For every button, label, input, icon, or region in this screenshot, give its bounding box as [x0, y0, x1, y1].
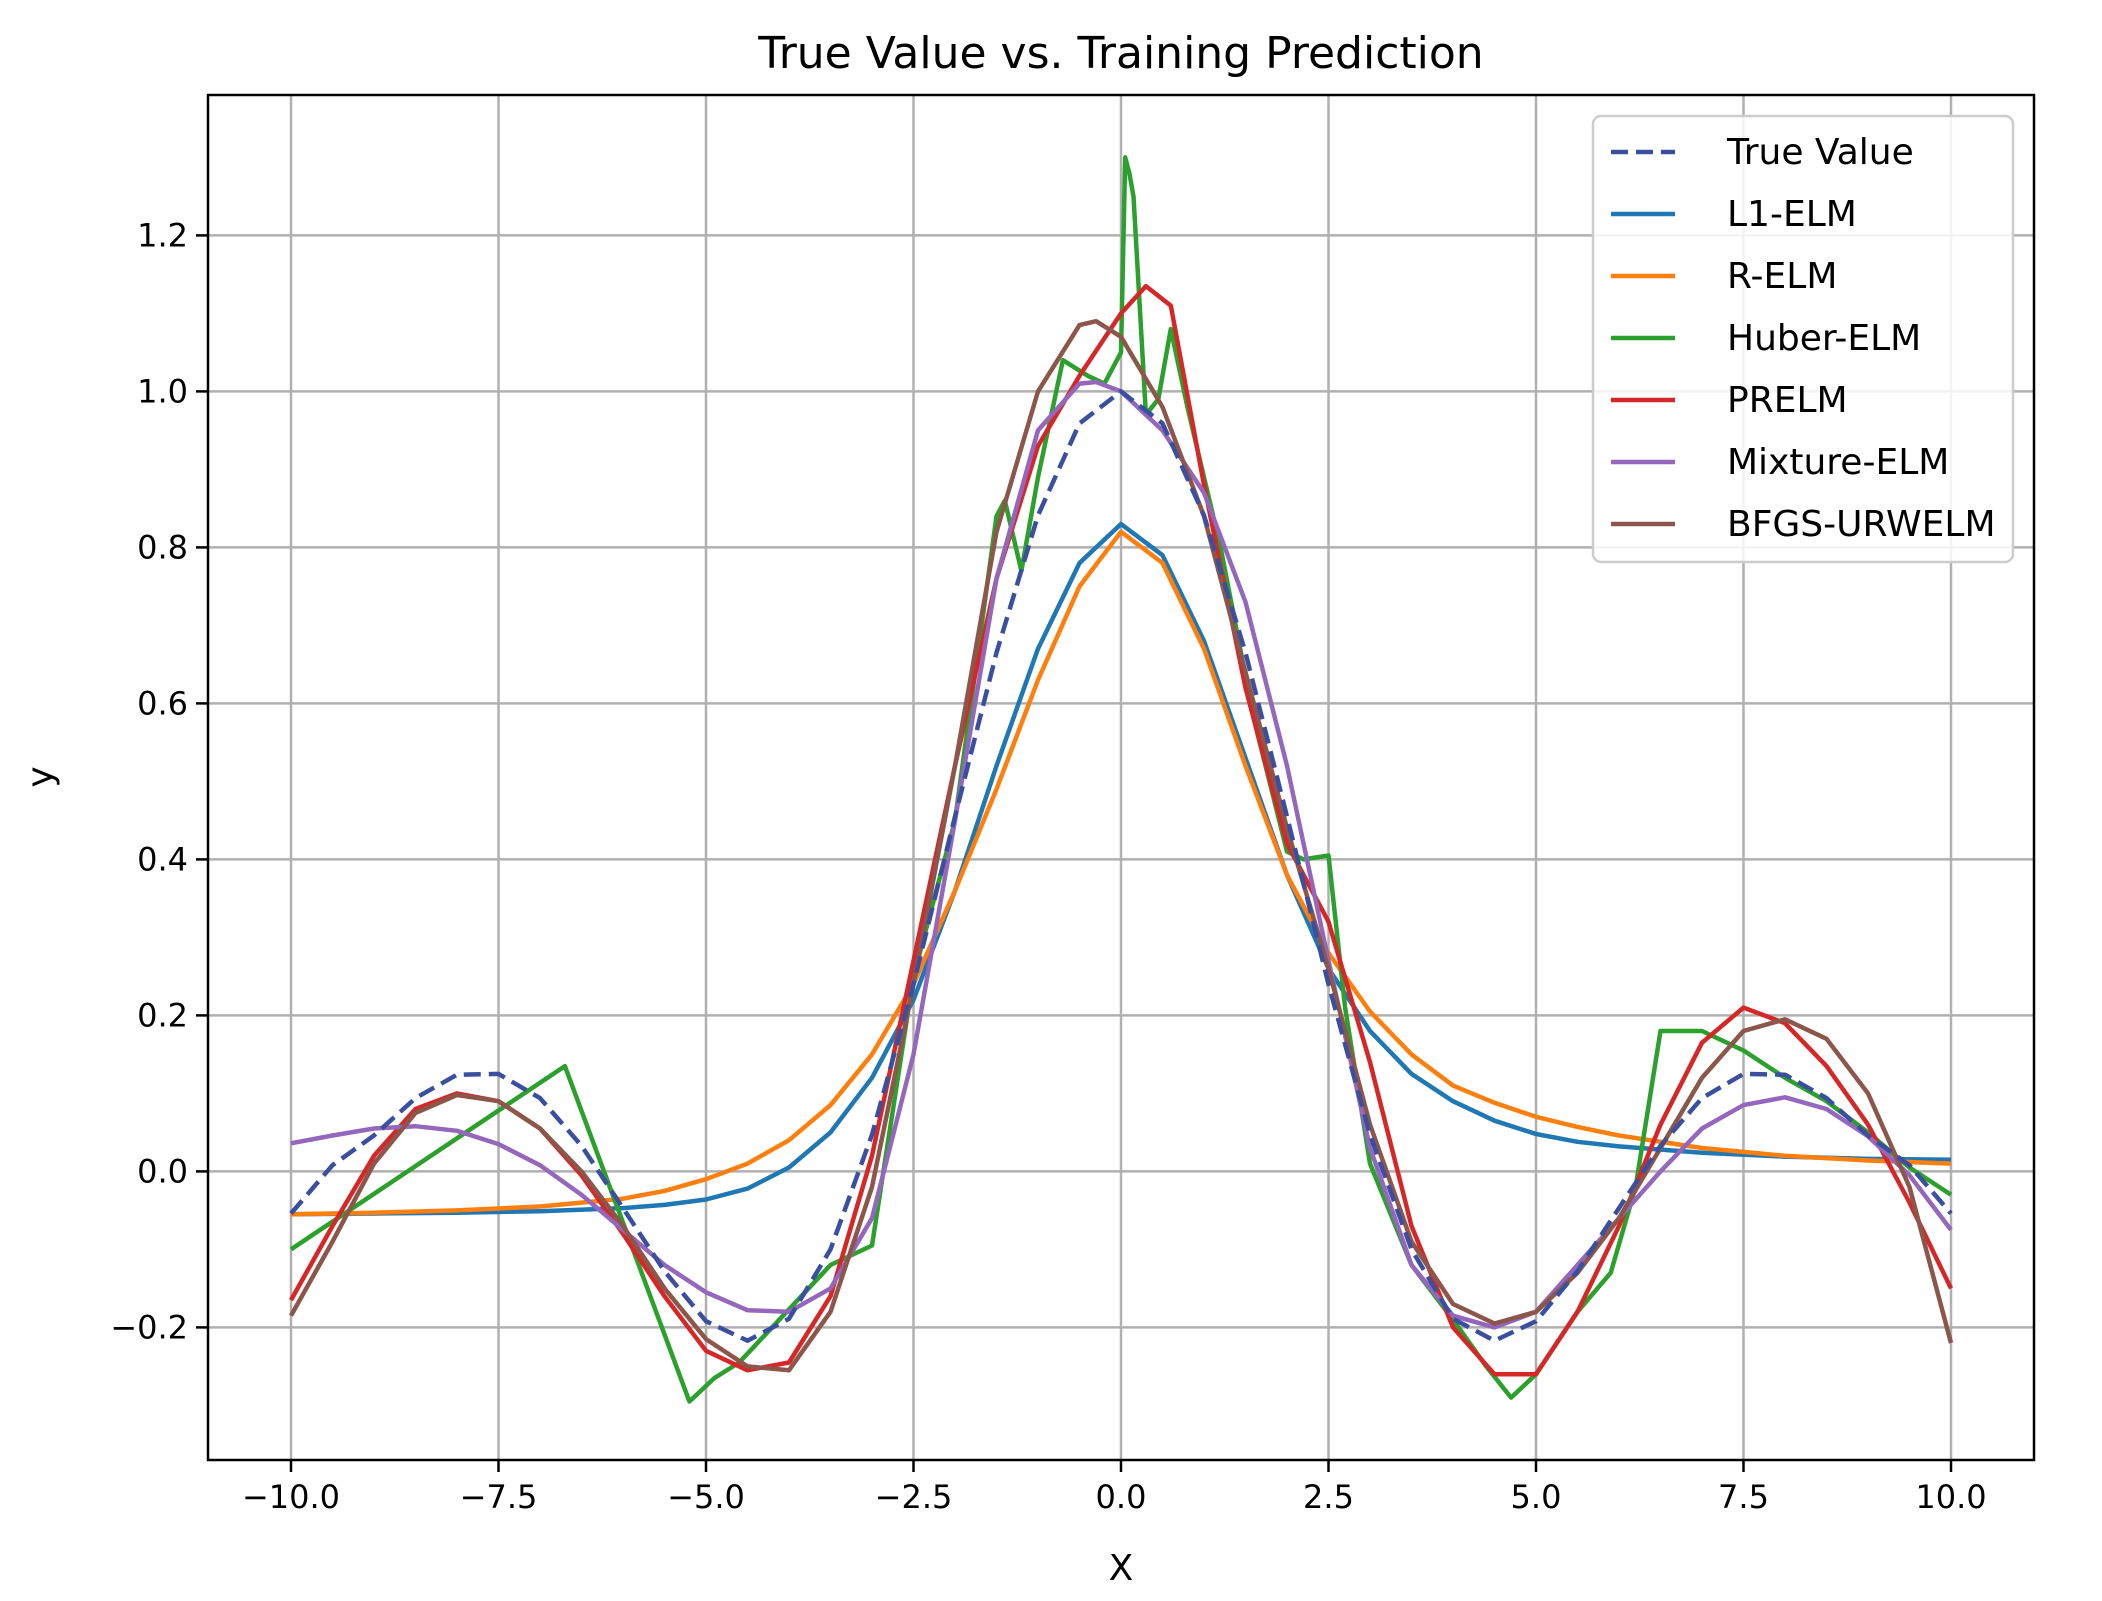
- legend-item-prelm: PRELM: [1611, 380, 1848, 421]
- series-line-true-value: [289, 389, 1953, 1343]
- x-tick-label: 0.0: [1096, 1478, 1147, 1516]
- y-axis-label: y: [20, 766, 61, 787]
- series-line-bfgs-urwelm: [289, 318, 1954, 1373]
- y-tick-label: −0.2: [110, 1308, 188, 1346]
- x-tick-label: 7.5: [1718, 1478, 1769, 1516]
- legend: True Value L1-ELM R-ELM Huber-ELM PRELM Mixtu…: [1591, 114, 2015, 564]
- x-tick-label: −7.5: [460, 1478, 538, 1516]
- series-line-prelm: [289, 283, 1954, 1377]
- x-axis-label: X: [1109, 1548, 1134, 1589]
- y-tick-label: 0.2: [137, 996, 188, 1034]
- legend-item-huber-elm: Huber-ELM: [1611, 318, 1921, 359]
- legend-item-mixture-elm: Mixture-ELM: [1611, 442, 1949, 483]
- y-tick-label: 1.2: [137, 216, 188, 254]
- y-tick-label: 0.4: [137, 840, 188, 878]
- legend-item-true-value: True Value: [1611, 132, 1914, 173]
- plot-lines: [289, 155, 1954, 1404]
- legend-box: [1591, 114, 2015, 564]
- legend-label: PRELM: [1727, 380, 1848, 421]
- legend-item-bfgs-urwelm: BFGS-URWELM: [1611, 504, 1996, 545]
- y-tick-label: 0.8: [137, 528, 188, 566]
- x-tick-label: −2.5: [875, 1478, 953, 1516]
- legend-label: Mixture-ELM: [1727, 442, 1949, 483]
- x-tick-label: −5.0: [667, 1478, 745, 1516]
- y-tick-label: 1.0: [137, 372, 188, 410]
- series-line-mixture-elm: [290, 379, 1953, 1330]
- series-line-r-elm: [290, 529, 1952, 1217]
- x-tick-label: 10.0: [1915, 1478, 1986, 1516]
- x-axis-ticks: −10.0 −7.5 −5.0 −2.5 0.0 2.5 5.0 7.5 10.0: [242, 1460, 1987, 1516]
- x-tick-label: 2.5: [1303, 1478, 1354, 1516]
- legend-label: L1-ELM: [1727, 194, 1857, 235]
- x-tick-label: 5.0: [1511, 1478, 1562, 1516]
- legend-label: Huber-ELM: [1727, 318, 1921, 359]
- legend-label: BFGS-URWELM: [1727, 504, 1996, 545]
- legend-label: True Value: [1726, 132, 1914, 173]
- x-tick-label: −10.0: [242, 1478, 340, 1516]
- legend-label: R-ELM: [1727, 256, 1837, 297]
- y-tick-label: 0.6: [137, 684, 188, 722]
- legend-item-l1-elm: L1-ELM: [1611, 194, 1857, 235]
- chart-title: True Value vs. Training Prediction: [757, 28, 1483, 79]
- legend-item-r-elm: R-ELM: [1611, 256, 1837, 297]
- y-tick-label: 0.0: [137, 1152, 188, 1190]
- series-line-l1-elm: [290, 521, 1952, 1217]
- y-axis-ticks: −0.2 0.0 0.2 0.4 0.6 0.8 1.0 1.2: [110, 216, 208, 1346]
